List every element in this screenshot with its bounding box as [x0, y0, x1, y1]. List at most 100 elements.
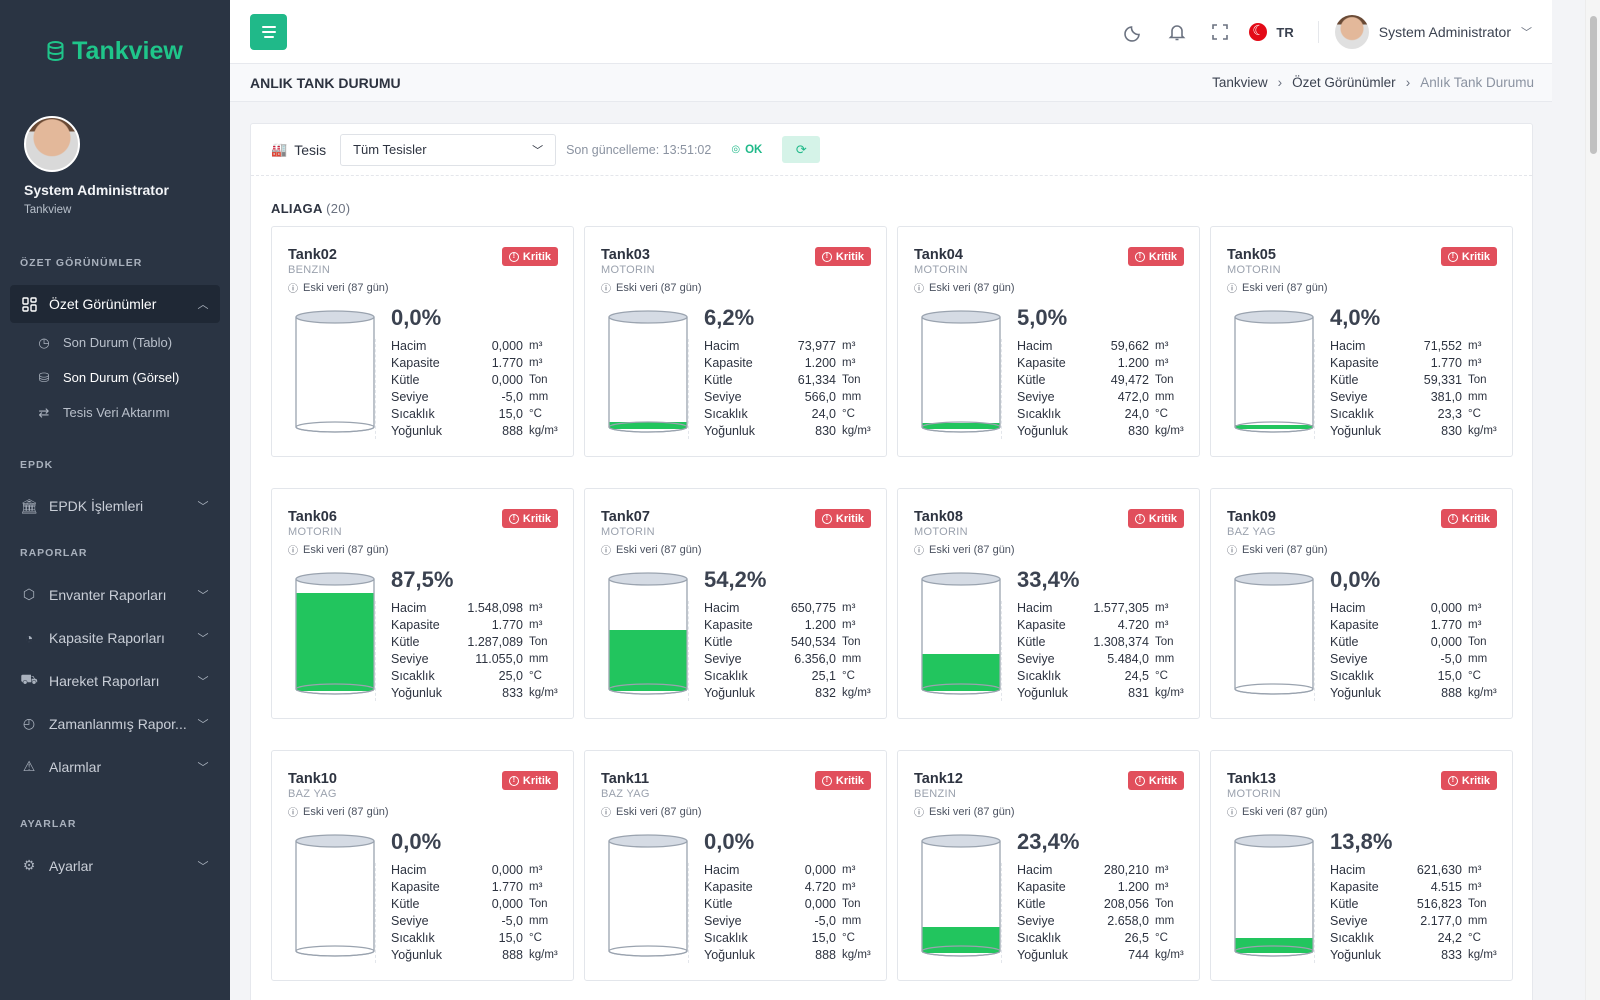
tank-card[interactable]: Tank09 BAZ YAG ⓘ Eski veri (87 gün)! Kritik 0…: [1210, 488, 1513, 719]
tank-card[interactable]: Tank02 BENZIN ⓘ Eski veri (87 gün)! Kritik 0,…: [271, 226, 574, 457]
page-scrollbar[interactable]: [1585, 0, 1600, 1000]
metric-unit: kg/m³: [529, 686, 558, 699]
metric-label: Yoğunluk: [704, 947, 755, 962]
metric-value: 2.658,0: [1107, 913, 1149, 928]
language-selector[interactable]: TR: [1241, 23, 1307, 41]
sidebar-item-inventory[interactable]: ⬡ Envanter Raporları ﹀: [10, 573, 220, 616]
metric-unit: mm: [529, 390, 549, 403]
facility-select[interactable]: Tüm Tesisler ﹀: [340, 133, 557, 166]
metric-value: 1.770: [491, 879, 523, 894]
metric-row: Kapasite 1.770 m³: [391, 616, 561, 633]
tank-fill-level: [609, 630, 687, 691]
metric-label: Sıcaklık: [1017, 668, 1061, 683]
metric-unit: kg/m³: [1468, 424, 1497, 437]
tank-metrics: Hacim 0,000 m³ Kapasite 1.770 m³ Kütle 0,000 Ton…: [391, 337, 561, 439]
sidebar-item-overview[interactable]: Özet Görünümler ︿: [10, 285, 220, 323]
sidebar-subitem-table[interactable]: ◷ Son Durum (Tablo): [0, 325, 230, 360]
critical-badge-text: Kritik: [1148, 512, 1177, 525]
tank-card[interactable]: Tank10 BAZ YAG ⓘ Eski veri (87 gün)! Kritik 0…: [271, 750, 574, 981]
user-menu[interactable]: System Administrator ﹀: [1329, 15, 1532, 49]
alert-icon: !: [1134, 513, 1145, 524]
metric-unit: kg/m³: [842, 948, 871, 961]
metric-value: 1.770: [1430, 617, 1462, 632]
tank-product: MOTORIN: [601, 526, 655, 538]
sidebar-item-label: Kapasite Raporları: [49, 629, 165, 646]
metric-unit: °C: [529, 669, 542, 682]
breadcrumb-link[interactable]: Tankview: [1212, 75, 1268, 90]
tank-card[interactable]: Tank11 BAZ YAG ⓘ Eski veri (87 gün)! Kritik 0…: [584, 750, 887, 981]
critical-badge: ! Kritik: [1127, 247, 1184, 266]
metric-value: 24,0: [1124, 406, 1149, 421]
tank-product: BENZIN: [914, 788, 957, 800]
metric-value: 24,2: [1437, 930, 1462, 945]
tank-fill-level: [922, 927, 1000, 953]
metric-value: 830: [1128, 423, 1149, 438]
metric-value: 650,775: [790, 600, 836, 615]
metric-unit: °C: [1155, 669, 1168, 682]
metric-value: 4.720: [804, 879, 836, 894]
tank-fill-level: [922, 423, 1000, 429]
metric-label: Kapasite: [704, 355, 753, 370]
sidebar-subitem-transfer[interactable]: ⇄ Tesis Veri Aktarımı: [0, 395, 230, 430]
avatar: [1334, 15, 1369, 49]
metric-unit: m³: [1155, 618, 1169, 631]
critical-badge: ! Kritik: [501, 509, 558, 528]
bell-icon[interactable]: [1155, 12, 1198, 52]
moon-icon[interactable]: [1112, 12, 1155, 52]
metric-unit: m³: [842, 339, 856, 352]
tank-card[interactable]: Tank05 MOTORIN ⓘ Eski veri (87 gün)! Kritik 4…: [1210, 226, 1513, 457]
metric-unit: kg/m³: [1155, 686, 1184, 699]
menu-toggle-button[interactable]: [250, 14, 287, 50]
clock-search-icon: ◷: [38, 334, 50, 350]
metric-unit: °C: [1468, 669, 1481, 682]
sidebar-item-scheduled[interactable]: ◴ Zamanlanmış Rapor... ﹀: [10, 702, 220, 745]
tank-card[interactable]: Tank07 MOTORIN ⓘ Eski veri (87 gün)! Kritik 5…: [584, 488, 887, 719]
metric-unit: m³: [529, 339, 543, 352]
sidebar-item-settings[interactable]: ⚙ Ayarlar ﹀: [10, 844, 220, 887]
tank-card[interactable]: Tank08 MOTORIN ⓘ Eski veri (87 gün)! Kritik 3…: [897, 488, 1200, 719]
tank-card[interactable]: Tank04 MOTORIN ⓘ Eski veri (87 gün)! Kritik 5…: [897, 226, 1200, 457]
tank-metrics: Hacim 1.548,098 m³ Kapasite 1.770 m³ Kütle 1.28…: [391, 599, 561, 701]
metric-value: 2.177,0: [1420, 913, 1462, 928]
fullscreen-icon[interactable]: [1198, 12, 1241, 52]
metric-label: Kütle: [1330, 372, 1359, 387]
sidebar-subitem-visual[interactable]: ⛁ Son Durum (Görsel): [0, 360, 230, 395]
tank-metrics: Hacim 0,000 m³ Kapasite 1.770 m³ Kütle 0,000 Ton…: [1330, 599, 1500, 701]
tank-gauge: [1233, 833, 1315, 959]
metric-row: Seviye -5,0 mm: [704, 912, 874, 929]
metric-label: Kapasite: [1017, 355, 1066, 370]
critical-badge: ! Kritik: [1440, 247, 1497, 266]
metric-row: Kütle 0,000 Ton: [1330, 633, 1500, 650]
sidebar-item-alarms[interactable]: ⚠ Alarmlar ﹀: [10, 745, 220, 788]
brand-logo[interactable]: Tankview: [0, 0, 230, 102]
tank-fill-level: [296, 593, 374, 691]
box-icon: ⬡: [22, 586, 36, 602]
metric-unit: Ton: [1155, 373, 1174, 386]
sidebar-item-movement[interactable]: ⛟ Hareket Raporları ﹀: [10, 659, 220, 702]
sidebar-item-capacity[interactable]: ◔ Kapasite Raporları ﹀: [10, 616, 220, 659]
breadcrumb-link[interactable]: Özet Görünümler: [1292, 75, 1396, 90]
avatar[interactable]: [24, 116, 80, 172]
metric-unit: mm: [1468, 652, 1488, 665]
tank-card[interactable]: Tank06 MOTORIN ⓘ Eski veri (87 gün)! Kritik 8…: [271, 488, 574, 719]
metric-unit: °C: [1155, 407, 1168, 420]
metric-unit: mm: [1155, 390, 1175, 403]
metric-label: Seviye: [391, 389, 429, 404]
metric-label: Kapasite: [1330, 617, 1379, 632]
metric-label: Sıcaklık: [391, 668, 435, 683]
critical-badge-text: Kritik: [835, 512, 864, 525]
stale-data-note: ⓘ Eski veri (87 gün): [1227, 542, 1496, 558]
metric-row: Kütle 208,056 Ton: [1017, 895, 1187, 912]
stale-data-text: Eski veri (87 gün): [1242, 543, 1328, 556]
status-text: OK: [745, 143, 763, 156]
stale-data-note: ⓘ Eski veri (87 gün): [288, 804, 557, 820]
tank-name: Tank13: [1227, 771, 1276, 787]
tank-card[interactable]: Tank13 MOTORIN ⓘ Eski veri (87 gün)! Kritik 1…: [1210, 750, 1513, 981]
metric-value: 0,000: [804, 896, 836, 911]
refresh-button[interactable]: ⟳: [782, 136, 821, 163]
sidebar-item-epdk[interactable]: 🏛 EPDK İşlemleri ﹀: [10, 487, 220, 525]
fill-percent: 5,0%: [1017, 305, 1068, 330]
stale-data-note: ⓘ Eski veri (87 gün): [288, 542, 557, 558]
tank-card[interactable]: Tank12 BENZIN ⓘ Eski veri (87 gün)! Kritik 23…: [897, 750, 1200, 981]
tank-card[interactable]: Tank03 MOTORIN ⓘ Eski veri (87 gün)! Kritik 6…: [584, 226, 887, 457]
